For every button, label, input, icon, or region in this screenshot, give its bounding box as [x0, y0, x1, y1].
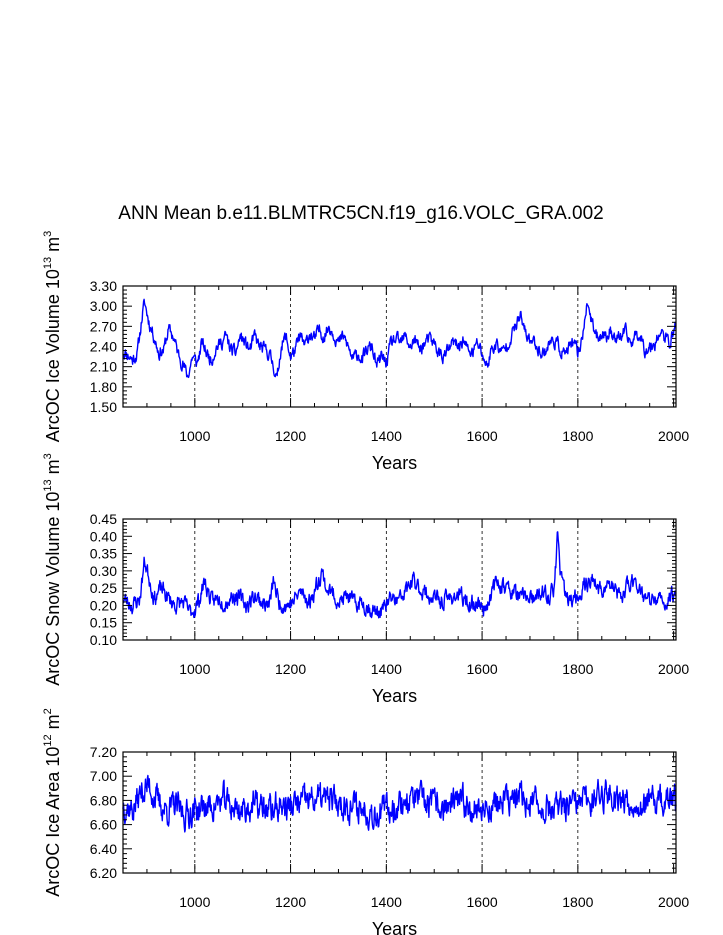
y-tick-label: 0.20 [90, 597, 117, 613]
y-tick-label: 0.30 [90, 563, 117, 579]
panels: 1000 1200 1400 1600 1800 2000 1.50 1.80 2.10 2.40… [42, 231, 689, 935]
y-axis-title: ArcOC Ice Area 1012 m2 [42, 708, 63, 896]
x-tick-label: 1000 [179, 661, 210, 677]
y-axis-title: ArcOC Snow Volume 1013 m3 [42, 453, 63, 685]
x-tick-label: 1000 [179, 428, 210, 444]
y-tick-label: 6.20 [90, 865, 117, 881]
y-tick-label: 0.15 [90, 615, 117, 631]
y-tick-label: 2.70 [90, 318, 117, 334]
chart-title: ANN Mean b.e11.BLMTRC5CN.f19_g16.VOLC_GR… [118, 203, 603, 224]
y-axis-exponent: 13 [42, 257, 54, 269]
x-tick-label: 1200 [275, 894, 306, 910]
x-tick-label: 1600 [467, 894, 498, 910]
y-tick-label: 6.40 [90, 841, 117, 857]
y-tick-label: 0.10 [90, 632, 117, 648]
y-axis-exponent: 13 [42, 479, 54, 491]
x-tick-label: 1600 [467, 428, 498, 444]
y-axis-text: m [43, 459, 63, 479]
x-tick-label: 1400 [371, 428, 402, 444]
x-tick-label: 1400 [371, 661, 402, 677]
y-tick-label: 1.50 [90, 399, 117, 415]
snow-volume-panel: 1000 1200 1400 1600 1800 2000 0.100.15 0.200.25… [42, 453, 689, 706]
y-tick-label: 6.60 [90, 817, 117, 833]
x-tick-label: 2000 [658, 661, 689, 677]
y-tick-label: 7.00 [90, 768, 117, 784]
y-tick-label: 6.80 [90, 792, 117, 808]
x-tick-label: 1800 [562, 661, 593, 677]
ice-volume-panel: 1000 1200 1400 1600 1800 2000 1.50 1.80 2.10 2.40… [42, 231, 689, 473]
y-axis-exponent: 3 [42, 453, 54, 459]
x-tick-label: 1800 [562, 894, 593, 910]
y-tick-label: 0.25 [90, 580, 117, 596]
y-axis-text: m [43, 237, 63, 257]
x-tick-label: 2000 [658, 428, 689, 444]
y-tick-label: 3.00 [90, 298, 117, 314]
y-axis-exponent: 2 [42, 708, 54, 714]
y-tick-label: 2.40 [90, 339, 117, 355]
plot-frame [122, 751, 677, 874]
y-axis-text: m [43, 714, 63, 734]
x-tick-label: 2000 [658, 894, 689, 910]
x-tick-label: 1000 [179, 894, 210, 910]
ice-volume-series-line [122, 298, 677, 379]
y-axis-exponent: 3 [42, 231, 54, 237]
y-axis-text: ArcOC Ice Area 10 [43, 747, 63, 897]
y-axis-exponent: 12 [42, 734, 54, 746]
y-tick-label: 1.80 [90, 379, 117, 395]
y-axis-text: ArcOC Snow Volume 10 [43, 492, 63, 686]
y-tick-label: 0.35 [90, 546, 117, 562]
x-axis-title: Years [372, 686, 417, 706]
y-tick-label: 0.45 [90, 511, 117, 527]
x-tick-label: 1200 [275, 661, 306, 677]
ice-area-panel: 1000 1200 1400 1600 1800 2000 6.20 6.40 6.60 6.80… [42, 708, 689, 935]
y-tick-label: 2.10 [90, 359, 117, 375]
ice-area-series-line [122, 774, 677, 833]
snow-volume-series-line [122, 531, 677, 619]
x-tick-label: 1800 [562, 428, 593, 444]
x-tick-label: 1200 [275, 428, 306, 444]
y-tick-label: 0.40 [90, 528, 117, 544]
y-axis-title: ArcOC Ice Volume 1013 m3 [42, 231, 63, 442]
x-tick-label: 1600 [467, 661, 498, 677]
y-axis-text: ArcOC Ice Volume 10 [43, 269, 63, 442]
x-axis-title: Years [372, 919, 417, 935]
x-tick-label: 1400 [371, 894, 402, 910]
plot-frame [122, 285, 677, 408]
y-tick-label: 7.20 [90, 744, 117, 760]
x-axis-title: Years [372, 453, 417, 473]
plot-frame [122, 518, 677, 641]
y-tick-label: 3.30 [90, 278, 117, 294]
